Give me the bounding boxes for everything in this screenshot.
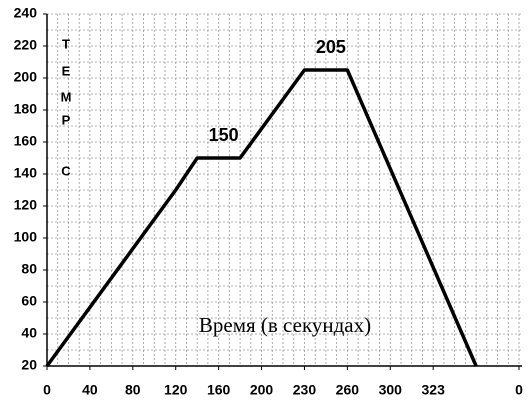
- y-label-letter: Е: [62, 63, 71, 78]
- y-tick-label: 40: [21, 325, 37, 341]
- x-tick-label: 40: [82, 382, 98, 398]
- y-label-letter: М: [61, 89, 72, 104]
- x-tick-label: 160: [207, 382, 231, 398]
- x-tick-label: 323: [422, 382, 446, 398]
- y-label-letter: С: [61, 163, 71, 178]
- y-label-letter: Т: [62, 36, 70, 51]
- line: [45, 68, 478, 368]
- y-tick-label: 180: [14, 101, 38, 117]
- y-tick-label: 240: [14, 5, 38, 21]
- y-tick-label: 100: [14, 229, 38, 245]
- y-tick-label: 200: [14, 69, 38, 85]
- y-tick-label: 140: [14, 165, 38, 181]
- y-tick-label: 20: [21, 357, 37, 373]
- y-tick-label: 60: [21, 293, 37, 309]
- y-label-letter: Р: [62, 112, 71, 127]
- x-tick-label: 230: [293, 382, 317, 398]
- x-tick-label: 120: [164, 382, 188, 398]
- x-tick-label: 0: [43, 382, 51, 398]
- x-tick-label: 260: [336, 382, 360, 398]
- annotation: 205: [316, 37, 346, 57]
- x-tick-label: 300: [379, 382, 403, 398]
- x-tick-label: 80: [125, 382, 141, 398]
- y-tick-label: 220: [14, 37, 38, 53]
- y-tick-label: 120: [14, 197, 38, 213]
- annotation: 150: [209, 125, 239, 145]
- x-axis-label: Время (в секундах): [199, 313, 371, 337]
- x-tick-label: 0: [515, 382, 523, 398]
- y-tick-label: 80: [21, 261, 37, 277]
- y-tick-label: 160: [14, 133, 38, 149]
- x-tick-label: 200: [250, 382, 274, 398]
